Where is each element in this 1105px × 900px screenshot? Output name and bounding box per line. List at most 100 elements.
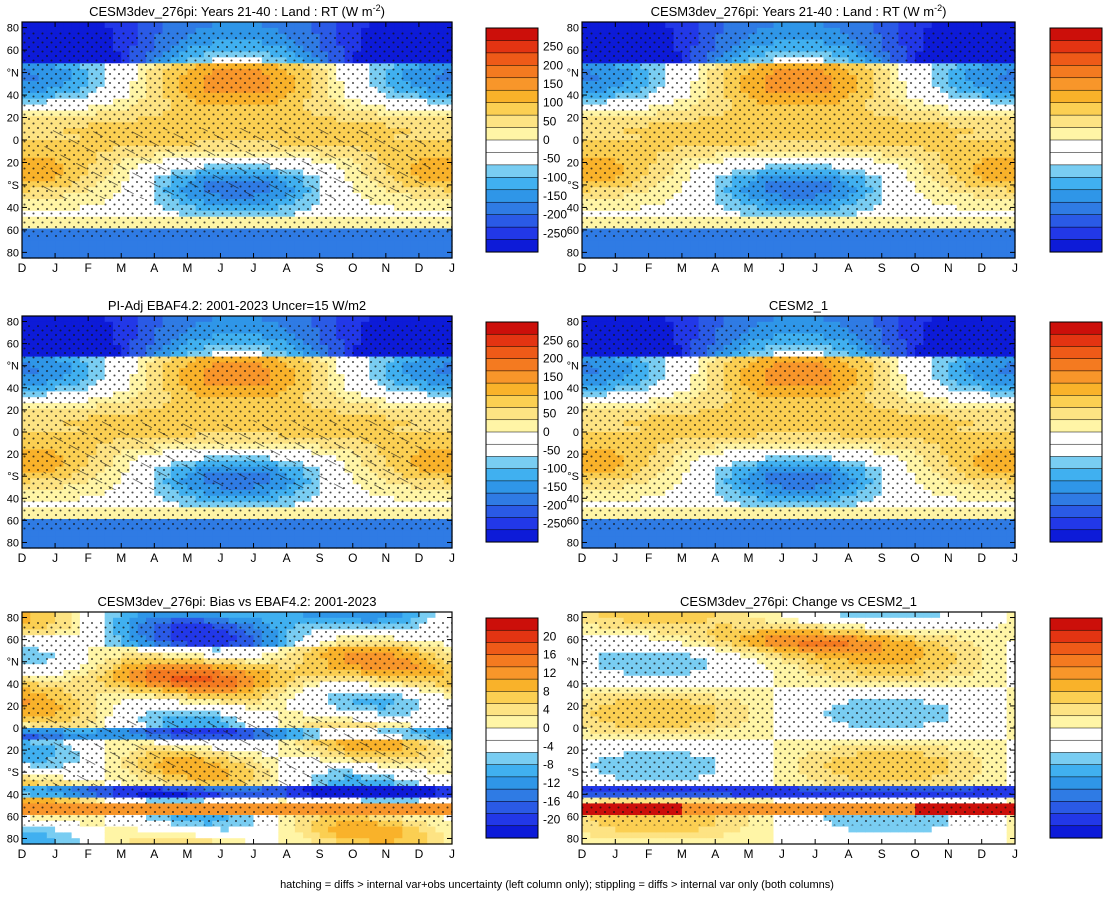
colorbar-bin (1050, 165, 1102, 178)
heatmap-cell (998, 246, 1007, 253)
heatmap-cell (130, 22, 139, 29)
heatmap-cell (303, 22, 312, 29)
heatmap-cell (940, 240, 949, 247)
heatmap-cell (278, 22, 287, 29)
heatmap-cell (782, 22, 791, 29)
heatmap-cell (47, 316, 56, 322)
heatmap-cell (113, 240, 122, 247)
heatmap-cell (765, 246, 774, 253)
colorbar-label: 150 (543, 77, 563, 91)
heatmap-cell (30, 536, 39, 542)
heatmap-cell (807, 246, 816, 253)
heatmap-cell (138, 536, 147, 542)
heatmap-cell (287, 22, 296, 29)
heatmap-cell (146, 240, 155, 247)
heatmap-cell (80, 536, 89, 542)
heatmap-cell (957, 22, 966, 29)
heatmap-cell (615, 246, 624, 253)
heatmap-cell (262, 246, 271, 253)
colorbar-bin (1050, 202, 1102, 215)
heatmap-cell (63, 531, 72, 537)
heatmap-cell (873, 240, 882, 247)
heatmap-cell (22, 531, 31, 537)
y-tick-label: 0 (13, 135, 19, 147)
heatmap-cell (22, 240, 31, 247)
heatmap-cell (965, 246, 974, 253)
colorbar-bin (1050, 240, 1102, 253)
heatmap-cell (857, 240, 866, 247)
heatmap-cell (632, 240, 641, 247)
heatmap-cell (840, 240, 849, 247)
heatmap-cell (378, 246, 387, 253)
colorbar-bin (486, 90, 538, 103)
heatmap-cell (237, 22, 246, 29)
heatmap-cell (245, 240, 254, 247)
y-tick-label: °S (7, 180, 19, 192)
heatmap-cell (345, 246, 354, 253)
heatmap-cell (757, 246, 766, 253)
heatmap-cell (303, 240, 312, 247)
heatmap-cell (72, 22, 81, 29)
x-tick-label: J (251, 261, 257, 275)
heatmap-cell (328, 246, 337, 253)
heatmap-cell (121, 22, 130, 29)
heatmap-cell (632, 246, 641, 253)
heatmap-cell (607, 246, 616, 253)
heatmap-cell (72, 240, 81, 247)
heatmap-cell (624, 246, 633, 253)
heatmap-cell (55, 22, 64, 29)
colorbar-bin (486, 40, 538, 53)
x-tick-label: O (348, 261, 357, 275)
y-tick-label: 80 (567, 247, 579, 259)
heatmap-cell (419, 246, 428, 253)
heatmap-cell (171, 22, 180, 29)
heatmap-cell (932, 246, 941, 253)
heatmap-cell (212, 240, 221, 247)
heatmap-cell (690, 246, 699, 253)
heatmap-cell (262, 240, 271, 247)
colorbar-bin (1050, 28, 1102, 41)
heatmap-cell (328, 240, 337, 247)
heatmap-cell (113, 531, 122, 537)
heatmap-cell (649, 22, 658, 29)
heatmap-cell (336, 246, 345, 253)
heatmap-cell (320, 240, 329, 247)
panel-title-main: CESM3dev_276pi: Years 21-40 : Land : RT … (89, 4, 373, 19)
heatmap-cell (30, 531, 39, 537)
heatmap-cell (444, 246, 453, 253)
heatmap-cell (30, 246, 39, 253)
heatmap-cell (898, 246, 907, 253)
heatmap-cell (39, 240, 48, 247)
heatmap-cell (146, 316, 155, 322)
colorbar-bin (486, 103, 538, 116)
colorbar-bin (1050, 78, 1102, 91)
heatmap-cell (22, 246, 31, 253)
colorbar-label: 100 (543, 96, 563, 110)
y-tick-label: 60 (567, 225, 579, 237)
heatmap-cell (799, 22, 808, 29)
heatmap-cell (320, 246, 329, 253)
heatmap-cell (121, 240, 130, 247)
heatmap-cell (865, 246, 874, 253)
colorbar-bin (486, 78, 538, 91)
y-tick-label: 80 (567, 23, 579, 35)
heatmap-cell (682, 22, 691, 29)
heatmap-cell (724, 22, 733, 29)
heatmap-cell (890, 240, 899, 247)
panel-title-end: ) (942, 4, 946, 19)
y-tick-label: 60 (7, 225, 19, 237)
heatmap-cell (427, 246, 436, 253)
heatmap-cell (815, 240, 824, 247)
heatmap-cell (882, 240, 891, 247)
heatmap-cell (295, 246, 304, 253)
x-tick-label: F (84, 261, 91, 275)
heatmap-cell (229, 22, 238, 29)
heatmap-cell (121, 531, 130, 537)
heatmap-cell (72, 316, 81, 322)
heatmap-cell (47, 246, 56, 253)
heatmap-cell (262, 22, 271, 29)
heatmap-cell (237, 240, 246, 247)
y-tick-label: 0 (573, 135, 579, 147)
x-tick-label: D (578, 261, 587, 275)
heatmap-cell (88, 531, 97, 537)
